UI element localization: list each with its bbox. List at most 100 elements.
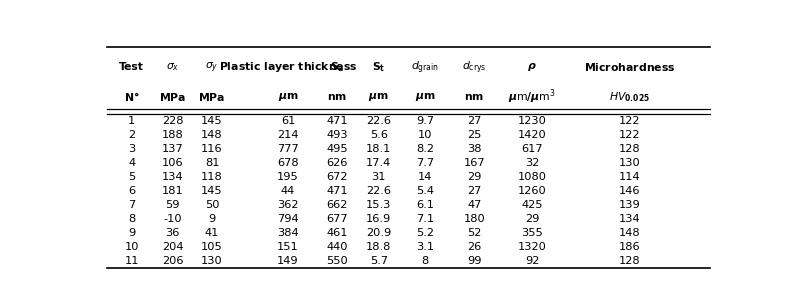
Text: 1420: 1420 — [517, 130, 547, 140]
Text: 20.9: 20.9 — [366, 228, 391, 238]
Text: $\mathbf{\mathit{HV}_{0.025}}$: $\mathbf{\mathit{HV}_{0.025}}$ — [609, 90, 650, 104]
Text: 16.9: 16.9 — [366, 214, 391, 224]
Text: 11: 11 — [124, 256, 139, 266]
Text: 29: 29 — [467, 172, 481, 182]
Text: 18.1: 18.1 — [366, 144, 391, 155]
Text: 355: 355 — [521, 228, 543, 238]
Text: $\mathbf{nm}$: $\mathbf{nm}$ — [328, 92, 347, 102]
Text: 214: 214 — [277, 130, 299, 140]
Text: 116: 116 — [201, 144, 223, 155]
Text: 204: 204 — [162, 242, 183, 252]
Text: 617: 617 — [521, 144, 543, 155]
Text: $\boldsymbol{\rho}$: $\boldsymbol{\rho}$ — [527, 61, 537, 73]
Text: 662: 662 — [327, 200, 348, 210]
Text: 130: 130 — [618, 159, 641, 168]
Text: 5.6: 5.6 — [370, 130, 388, 140]
Text: 5.4: 5.4 — [416, 186, 434, 196]
Text: 151: 151 — [277, 242, 299, 252]
Text: 32: 32 — [524, 159, 540, 168]
Text: 6.1: 6.1 — [416, 200, 434, 210]
Text: 440: 440 — [327, 242, 348, 252]
Text: 4: 4 — [128, 159, 135, 168]
Text: 493: 493 — [327, 130, 348, 140]
Text: 8.2: 8.2 — [416, 144, 434, 155]
Text: 186: 186 — [618, 242, 641, 252]
Text: 495: 495 — [327, 144, 348, 155]
Text: 181: 181 — [162, 186, 183, 196]
Text: $\mathbf{Microhardness}$: $\mathbf{Microhardness}$ — [584, 61, 675, 73]
Text: $\boldsymbol{\mu}$$\mathbf{m}$: $\boldsymbol{\mu}$$\mathbf{m}$ — [277, 91, 298, 103]
Text: 2: 2 — [128, 130, 135, 140]
Text: 128: 128 — [618, 144, 641, 155]
Text: 59: 59 — [165, 200, 180, 210]
Text: 36: 36 — [165, 228, 179, 238]
Text: 10: 10 — [124, 242, 139, 252]
Text: 550: 550 — [327, 256, 348, 266]
Text: 228: 228 — [162, 117, 183, 126]
Text: 44: 44 — [281, 186, 295, 196]
Text: 146: 146 — [618, 186, 640, 196]
Text: 27: 27 — [467, 186, 481, 196]
Text: 167: 167 — [464, 159, 485, 168]
Text: 471: 471 — [327, 117, 348, 126]
Text: 7.7: 7.7 — [416, 159, 434, 168]
Text: $\boldsymbol{\sigma_y}$: $\boldsymbol{\sigma_y}$ — [206, 60, 219, 75]
Text: 777: 777 — [277, 144, 299, 155]
Text: $\boldsymbol{\sigma_x}$: $\boldsymbol{\sigma_x}$ — [166, 62, 179, 73]
Text: $\boldsymbol{\mu}$$\mathbf{m}$: $\boldsymbol{\mu}$$\mathbf{m}$ — [414, 91, 435, 103]
Text: $\mathbf{S_a}$: $\mathbf{S_a}$ — [330, 61, 345, 74]
Text: 8: 8 — [422, 256, 429, 266]
Text: 9: 9 — [128, 228, 135, 238]
Text: 134: 134 — [162, 172, 183, 182]
Text: 148: 148 — [618, 228, 641, 238]
Text: 148: 148 — [201, 130, 223, 140]
Text: 9.7: 9.7 — [416, 117, 434, 126]
Text: 17.4: 17.4 — [366, 159, 391, 168]
Text: 362: 362 — [277, 200, 299, 210]
Text: 7.1: 7.1 — [416, 214, 434, 224]
Text: $\mathbf{MPa}$: $\mathbf{MPa}$ — [159, 91, 186, 103]
Text: 122: 122 — [618, 117, 640, 126]
Text: 29: 29 — [524, 214, 540, 224]
Text: 9: 9 — [209, 214, 216, 224]
Text: 5.2: 5.2 — [416, 228, 434, 238]
Text: 145: 145 — [201, 117, 223, 126]
Text: 3: 3 — [128, 144, 135, 155]
Text: 1260: 1260 — [517, 186, 547, 196]
Text: 22.6: 22.6 — [367, 186, 391, 196]
Text: 18.8: 18.8 — [366, 242, 391, 252]
Text: 38: 38 — [467, 144, 482, 155]
Text: 145: 145 — [201, 186, 223, 196]
Text: 3.1: 3.1 — [416, 242, 434, 252]
Text: 41: 41 — [205, 228, 219, 238]
Text: 1: 1 — [128, 117, 135, 126]
Text: 7: 7 — [128, 200, 135, 210]
Text: Test: Test — [120, 62, 144, 72]
Text: 22.6: 22.6 — [367, 117, 391, 126]
Text: 81: 81 — [205, 159, 219, 168]
Text: $\boldsymbol{\mu\mathrm{m}/\mu\mathrm{m}^3}$: $\boldsymbol{\mu\mathrm{m}/\mu\mathrm{m}… — [508, 88, 556, 106]
Text: 61: 61 — [281, 117, 295, 126]
Text: 149: 149 — [277, 256, 299, 266]
Text: 1320: 1320 — [517, 242, 547, 252]
Text: 47: 47 — [467, 200, 481, 210]
Text: 188: 188 — [162, 130, 183, 140]
Text: $\mathbf{nm}$: $\mathbf{nm}$ — [465, 92, 485, 102]
Text: 677: 677 — [327, 214, 348, 224]
Text: 384: 384 — [277, 228, 299, 238]
Text: 122: 122 — [618, 130, 640, 140]
Text: 626: 626 — [327, 159, 348, 168]
Text: 99: 99 — [467, 256, 482, 266]
Text: $\boldsymbol{\mu}$$\mathbf{m}$: $\boldsymbol{\mu}$$\mathbf{m}$ — [368, 91, 389, 103]
Text: 471: 471 — [327, 186, 348, 196]
Text: 794: 794 — [277, 214, 299, 224]
Text: $\mathbf{Plastic\ layer\ thickness}$: $\mathbf{Plastic\ layer\ thickness}$ — [218, 60, 357, 74]
Text: 139: 139 — [618, 200, 641, 210]
Text: 672: 672 — [327, 172, 348, 182]
Text: 31: 31 — [371, 172, 386, 182]
Text: 137: 137 — [162, 144, 183, 155]
Text: 52: 52 — [467, 228, 481, 238]
Text: 6: 6 — [128, 186, 135, 196]
Text: 26: 26 — [467, 242, 481, 252]
Text: 105: 105 — [201, 242, 223, 252]
